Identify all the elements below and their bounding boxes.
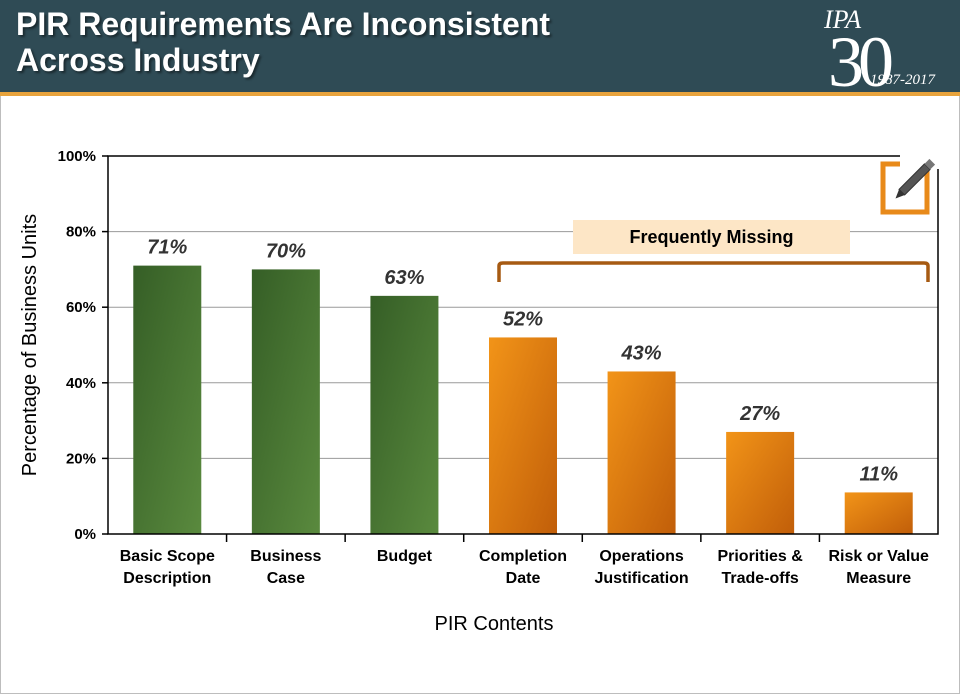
y-tick-label: 0%	[74, 526, 96, 543]
bar	[726, 431, 795, 534]
logo-years: 1987-2017	[870, 72, 936, 88]
category-label: Case	[267, 570, 305, 587]
bars	[133, 265, 913, 534]
category-label: Justification	[594, 570, 688, 587]
frequently-missing-label: Frequently Missing	[573, 220, 850, 254]
y-tick-label: 100%	[58, 148, 96, 165]
x-axis-title: PIR Contents	[435, 613, 554, 635]
bar	[133, 265, 202, 534]
bar	[370, 295, 439, 534]
category-label: Priorities &	[717, 548, 803, 565]
y-tick-label: 80%	[66, 224, 96, 241]
data-label: 52%	[503, 308, 543, 330]
logo-brand: IPA	[823, 5, 861, 34]
header-accent-rule	[0, 92, 960, 96]
category-label: Risk or Value	[828, 548, 929, 565]
data-label: 27%	[739, 403, 780, 425]
category-label: Operations	[599, 548, 684, 565]
slide-title: PIR Requirements Are Inconsistent Across…	[16, 6, 550, 78]
data-label: 71%	[147, 237, 187, 259]
y-tick-label: 60%	[66, 299, 96, 316]
category-label: Budget	[377, 548, 433, 565]
data-label: 63%	[384, 267, 424, 289]
category-label: Date	[506, 570, 541, 587]
ipa-30-logo: IPA 30 1987-2017	[823, 5, 936, 90]
x-axis-categories: Basic Scope Description Business Case Budget…	[120, 548, 929, 587]
y-tick-label: 20%	[66, 450, 96, 467]
category-label: Trade-offs	[721, 570, 798, 587]
data-labels: 71% 70% 63% 52% 43% 27% 11%	[147, 237, 898, 486]
y-tick-label: 40%	[66, 375, 96, 392]
data-label: 43%	[621, 342, 662, 364]
category-label: Description	[123, 570, 211, 587]
category-label: Basic Scope	[120, 548, 215, 565]
bar	[844, 492, 913, 534]
data-label: 11%	[859, 463, 898, 485]
data-label: 70%	[266, 240, 306, 262]
slide-title-line-2: Across Industry	[16, 42, 260, 78]
pencil-note-icon	[880, 153, 940, 215]
bar	[251, 269, 320, 534]
slide-title-line-1: PIR Requirements Are Inconsistent	[16, 6, 551, 42]
category-label: Business	[250, 548, 321, 565]
plot-area-border	[107, 155, 939, 535]
y-axis-ticks: 0% 20% 40% 60% 80% 100%	[58, 148, 821, 543]
logo-number: 30	[828, 22, 892, 90]
header-bar: PIR Requirements Are Inconsistent Across…	[0, 0, 960, 92]
category-label: Measure	[846, 570, 911, 587]
y-axis-title: Percentage of Business Units	[19, 214, 41, 476]
category-label: Completion	[479, 548, 567, 565]
frequently-missing-bracket	[497, 261, 930, 282]
bar	[607, 371, 676, 534]
bar	[489, 337, 557, 534]
